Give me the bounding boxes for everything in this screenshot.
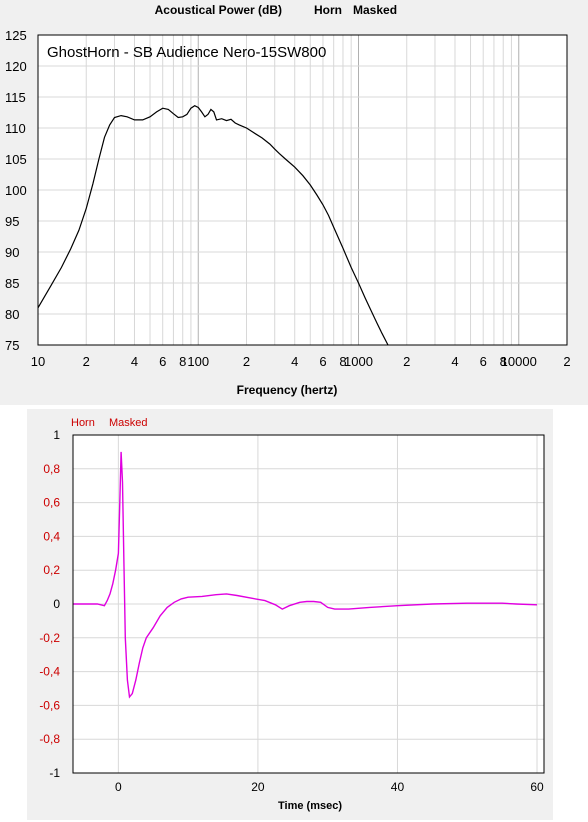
y-tick-label: 1 <box>53 428 60 442</box>
x-tick-label: 10000 <box>501 354 537 369</box>
y-tick-label: -0,6 <box>39 698 60 712</box>
chart-annotation: GhostHorn - SB Audience Nero-15SW800 <box>47 44 326 61</box>
frequency-response-grid <box>38 35 567 345</box>
frequency-response-chart: Acoustical Power (dB) Horn Masked GhostH… <box>5 3 571 397</box>
x-tick-label: 6 <box>480 354 487 369</box>
x-tick-label: 6 <box>159 354 166 369</box>
y-tick-label: 85 <box>5 276 19 291</box>
y-tick-label: 105 <box>5 152 27 167</box>
y-tick-label: 100 <box>5 183 27 198</box>
x-tick-label: 2 <box>83 354 90 369</box>
y-axis-ticks: 1 0,8 0,6 0,4 0,2 0 -0,2 -0,4 -0,6 -0,8 -1 <box>39 428 60 780</box>
x-tick-label: 2 <box>403 354 410 369</box>
x-tick-label: 40 <box>391 780 405 794</box>
y-tick-label: -0,4 <box>39 665 60 679</box>
x-axis-ticks: 0 20 40 60 <box>115 780 544 794</box>
x-tick-label: 0 <box>115 780 122 794</box>
x-axis-label: Time (msec) <box>278 800 342 812</box>
impulse-response-panel: Horn Masked 1 0,8 0,6 0,4 0,2 0 -0,2 -0,4 -0,6 -0… <box>27 409 553 820</box>
y-tick-label: 125 <box>5 28 27 43</box>
title-tag-horn: Horn <box>71 417 95 429</box>
x-tick-label: 6 <box>319 354 326 369</box>
y-tick-label: 110 <box>5 121 26 136</box>
acoustical-power-curve <box>38 105 389 345</box>
x-tick-label: 2 <box>563 354 570 369</box>
x-tick-label: 8 <box>179 354 186 369</box>
y-tick-label: 90 <box>5 245 19 260</box>
x-tick-label: 4 <box>291 354 298 369</box>
y-tick-label: 0,4 <box>43 529 60 543</box>
y-tick-label: -0,2 <box>39 631 60 645</box>
y-tick-label: 0 <box>53 597 60 611</box>
title-tag-horn: Horn <box>314 3 342 17</box>
impulse-response-chart: Horn Masked 1 0,8 0,6 0,4 0,2 0 -0,2 -0,4 -0,6 -0… <box>39 417 545 812</box>
x-tick-label: 8 <box>339 354 346 369</box>
x-tick-label: 8 <box>500 354 507 369</box>
acoustical-power-panel: Acoustical Power (dB) Horn Masked GhostH… <box>0 0 588 405</box>
y-axis-ticks: 75 80 85 90 95 100 105 110 115 120 125 <box>5 28 27 353</box>
x-tick-label: 1000 <box>344 354 373 369</box>
title-tag-masked: Masked <box>353 3 397 17</box>
y-tick-label: -0,8 <box>39 732 60 746</box>
title-tag-masked: Masked <box>109 417 148 429</box>
x-tick-label: 4 <box>451 354 458 369</box>
y-tick-label: -1 <box>49 766 60 780</box>
impulse-response-curve <box>73 451 538 699</box>
x-tick-label: 2 <box>243 354 250 369</box>
x-tick-label: 20 <box>251 780 265 794</box>
x-tick-label: 100 <box>187 354 209 369</box>
y-tick-label: 0,2 <box>43 563 60 577</box>
y-tick-label: 80 <box>5 307 19 322</box>
plot-area-frame <box>72 434 545 774</box>
x-axis-label: Frequency (hertz) <box>237 383 338 397</box>
y-tick-label: 0,8 <box>43 462 60 476</box>
x-tick-label: 60 <box>530 780 544 794</box>
y-tick-label: 95 <box>5 214 19 229</box>
y-tick-label: 75 <box>5 338 19 353</box>
impulse-response-grid <box>73 435 544 773</box>
y-tick-label: 120 <box>5 59 27 74</box>
x-tick-label: 10 <box>31 354 45 369</box>
x-tick-label: 4 <box>131 354 138 369</box>
plot-area-frame <box>37 34 568 346</box>
y-tick-label: 115 <box>5 90 26 105</box>
chart-title: Acoustical Power (dB) <box>155 3 282 17</box>
y-tick-label: 0,6 <box>43 496 60 510</box>
